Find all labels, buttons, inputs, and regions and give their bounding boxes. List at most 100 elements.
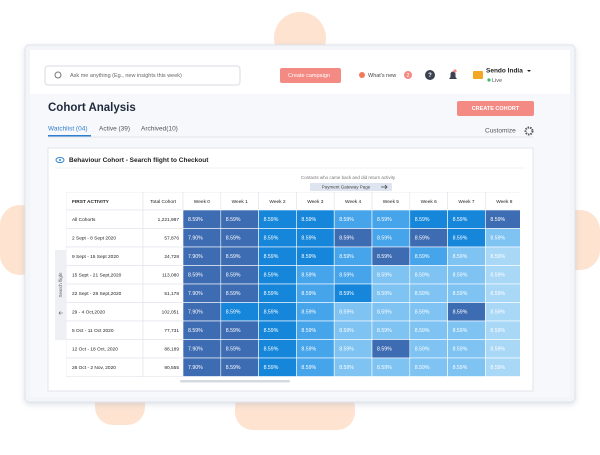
bell-dot	[453, 69, 457, 73]
total-cohort: 77,731	[164, 328, 179, 334]
help-icon[interactable]	[425, 70, 435, 80]
badge	[404, 71, 412, 79]
page-title: Cohort Analysis	[48, 102, 136, 114]
retention-value: 8.59%	[264, 291, 279, 297]
retention-value: 8.59%	[301, 347, 316, 353]
bell-icon[interactable]	[449, 71, 457, 80]
retention-value: 8.59%	[226, 310, 241, 316]
tab[interactable]: Active (39)	[99, 126, 130, 133]
customize[interactable]: Customize	[485, 128, 516, 135]
row-label: 5 Oct - 11 Oct 2020	[72, 328, 114, 334]
retention-value: 8.59%	[490, 328, 505, 334]
retention-value: 8.59%	[226, 254, 241, 260]
column-header: Week 1	[232, 199, 249, 205]
side-arrow	[58, 311, 63, 315]
retention-value: 7.90%	[188, 347, 203, 353]
retention-value: 8.59%	[339, 236, 354, 242]
retention-value: 8.59%	[453, 217, 468, 223]
total-cohort: 113,080	[162, 273, 179, 279]
status-dot	[487, 78, 491, 82]
retention-value: 8.59%	[453, 273, 468, 279]
retention-value: 8.59%	[377, 254, 392, 260]
eye-pupil	[59, 159, 61, 161]
retention-value: 7.90%	[188, 291, 203, 297]
heat-cell	[485, 357, 520, 377]
retention-value: 8.59%	[264, 365, 279, 371]
tab[interactable]: Archived(10)	[141, 126, 178, 133]
retention-value: 8.59%	[453, 236, 468, 242]
event-arrow	[381, 184, 388, 190]
retention-value: 8.59%	[490, 291, 505, 297]
total-cohort: 88,189	[164, 347, 179, 353]
retention-value: 8.59%	[188, 273, 203, 279]
retention-value: 8.59%	[415, 254, 430, 260]
retention-value: 8.59%	[264, 347, 279, 353]
retention-value: 8.59%	[339, 273, 354, 279]
retention-value: 8.59%	[377, 310, 392, 316]
account-name[interactable]: Sendo India	[486, 68, 523, 75]
account-icon	[473, 71, 483, 79]
retention-value: 8.59%	[453, 254, 468, 260]
column-header: Week 7	[458, 199, 475, 205]
retention-value: 7.90%	[188, 254, 203, 260]
retention-value: 8.59%	[490, 254, 505, 260]
tab-underline	[48, 135, 91, 137]
retention-value: 8.59%	[226, 347, 241, 353]
search-placeholder: Ask me anything (Eg., new insights this …	[70, 73, 182, 79]
create-cohort-button[interactable]	[457, 101, 534, 116]
retention-value: 8.59%	[453, 291, 468, 297]
retention-value: 8.59%	[490, 310, 505, 316]
column-header: Week 2	[269, 199, 286, 205]
retention-value: 8.59%	[490, 273, 505, 279]
retention-value: 8.59%	[339, 254, 354, 260]
panel-title: Behaviour Cohort - Search flight to Chec…	[69, 157, 209, 164]
retention-value: 8.59%	[301, 310, 316, 316]
retention-value: 8.59%	[339, 365, 354, 371]
row-label: 2 Sept - 8 Sept 2020	[72, 236, 116, 242]
row-label: 9 Sept - 15 Sept 2020	[72, 254, 119, 260]
retention-value: 8.59%	[264, 310, 279, 316]
retention-value: 8.59%	[301, 291, 316, 297]
column-header: Week 8	[496, 199, 513, 205]
row-label: 22 Sept - 28 Sept,2020	[72, 291, 122, 297]
column-header: Week 5	[383, 199, 400, 205]
retention-value: 8.59%	[377, 236, 392, 242]
column-header: Week 4	[345, 199, 362, 205]
retention-value: 8.59%	[226, 365, 241, 371]
create-campaign-label: Create campaign	[288, 73, 330, 79]
side-label: Search flight	[58, 272, 63, 298]
whats-new-count: 2	[407, 73, 410, 79]
total-cohort: 51,178	[164, 291, 179, 297]
side-tab[interactable]	[55, 250, 66, 340]
retention-value: 8.59%	[339, 347, 354, 353]
retention-value: 8.59%	[490, 365, 505, 371]
retention-value: 8.59%	[264, 236, 279, 242]
retention-value: 8.59%	[453, 365, 468, 371]
row-label: 26 Oct - 2 Nov, 2020	[72, 365, 116, 371]
total-cohort: 57,876	[164, 236, 179, 242]
retention-value: 8.59%	[377, 328, 392, 334]
retention-value: 8.59%	[188, 217, 203, 223]
retention-value: 8.59%	[415, 217, 430, 223]
retention-value: 8.59%	[264, 217, 279, 223]
retention-value: 8.59%	[377, 347, 392, 353]
retention-value: 8.59%	[339, 310, 354, 316]
search-box[interactable]	[44, 65, 241, 86]
create-campaign-button[interactable]	[280, 68, 341, 83]
scrollbar[interactable]	[180, 380, 290, 383]
column-header: Week 0	[194, 199, 211, 205]
table-caption: Contacts who came back and did return ac…	[301, 175, 396, 180]
tab-active[interactable]: Watchlist (04)	[48, 126, 88, 133]
retention-value: 8.59%	[415, 310, 430, 316]
whats-new[interactable]: What's new	[368, 73, 396, 79]
row-label: 15 Sept - 21 Sept,2020	[72, 273, 122, 279]
column-header: Total Cohort	[150, 199, 177, 205]
column-header: FIRST ACTIVITY	[72, 199, 110, 205]
retention-value: 8.59%	[415, 236, 430, 242]
event-chip[interactable]	[310, 183, 392, 191]
retention-value: 7.90%	[188, 236, 203, 242]
row-label: All Cohorts	[72, 217, 96, 223]
retention-value: 8.59%	[415, 291, 430, 297]
